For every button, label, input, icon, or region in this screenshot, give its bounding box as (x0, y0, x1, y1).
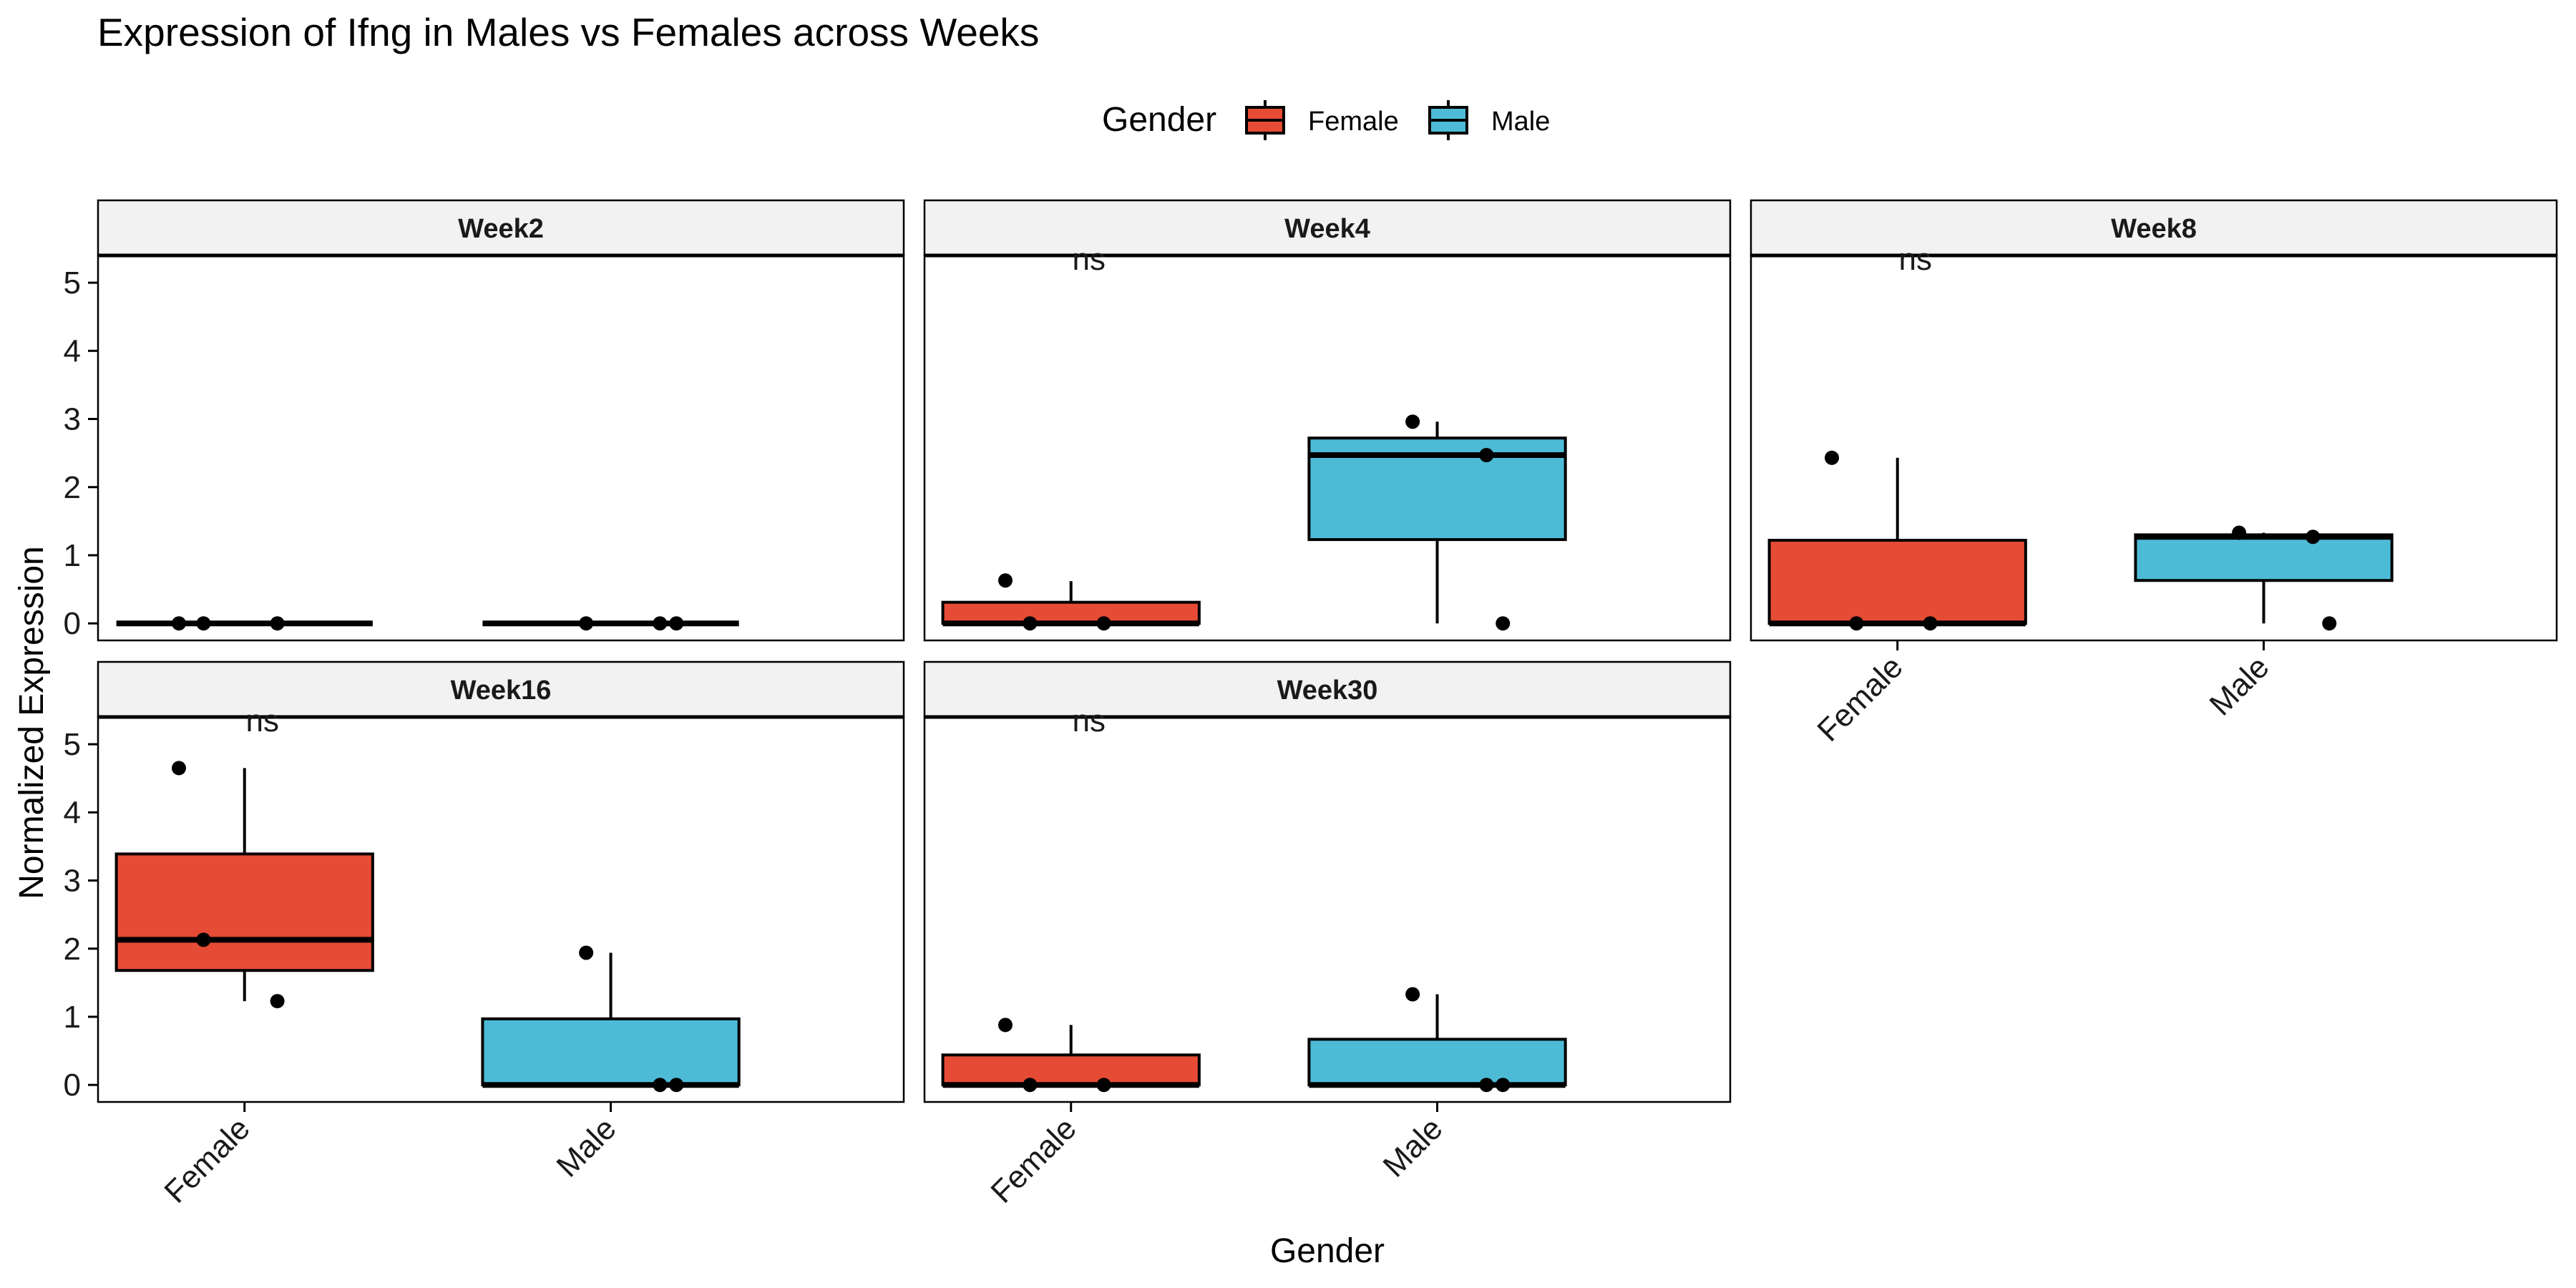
y-tick-label: 1 (64, 1000, 81, 1035)
data-point (1825, 450, 1840, 465)
facet-strip-label: Week4 (1284, 214, 1370, 244)
data-point (1496, 616, 1511, 631)
data-point (172, 761, 187, 776)
box-male (2134, 525, 2394, 631)
box-female (941, 1018, 1201, 1093)
box-iqr (941, 600, 1201, 625)
y-tick-label: 2 (64, 932, 81, 967)
box-male (481, 945, 741, 1093)
legend-label: Female (1308, 107, 1399, 137)
legend-item-female: Female (1245, 100, 1399, 140)
data-point (172, 616, 187, 631)
data-point (2322, 616, 2337, 631)
data-point (669, 1078, 684, 1093)
significance-label: ns (1072, 703, 1105, 738)
box-male (482, 616, 739, 631)
box-iqr (481, 1017, 741, 1087)
facet-panel-week8: Week8 ns Female Male (1750, 199, 2558, 748)
data-point (1923, 616, 1938, 631)
x-tick-label: Male (2203, 649, 2276, 722)
x-axis-title: Gender (1270, 1232, 1385, 1270)
facet-strip-label: Week8 (2111, 214, 2197, 244)
x-tick-label: Male (1377, 1111, 1450, 1184)
y-axis-title: Normalized Expression (13, 546, 51, 899)
box-female (116, 616, 373, 631)
significance-label: ns (1898, 242, 1931, 277)
x-tick-label: Female (157, 1111, 256, 1209)
y-tick-label: 5 (64, 265, 81, 301)
y-tick-label: 3 (64, 864, 81, 899)
data-point (1096, 1078, 1111, 1093)
significance-label: ns (1072, 242, 1105, 277)
y-tick-label: 4 (64, 795, 81, 830)
box-male (1307, 414, 1567, 631)
data-point (1849, 616, 1864, 631)
y-tick-label: 1 (64, 538, 81, 573)
data-point (653, 616, 668, 631)
box-female (114, 761, 374, 1009)
facet-panel-week2: Week2 0 1 2 3 4 5 (64, 199, 905, 642)
data-point (669, 616, 684, 631)
facet-panel-week4: Week4 ns (923, 199, 1732, 642)
box-iqr (1767, 539, 2027, 625)
chart-title: Expression of Ifng in Males vs Females a… (97, 10, 1039, 54)
data-point (998, 573, 1013, 588)
legend-label: Male (1491, 107, 1550, 137)
data-point (196, 616, 211, 631)
y-tick-label: 0 (64, 606, 81, 641)
legend-item-male: Male (1428, 100, 1550, 140)
data-point (1479, 1078, 1494, 1093)
data-point (1496, 1078, 1511, 1093)
data-point (196, 932, 211, 947)
data-point (1405, 414, 1420, 429)
legend: Gender Female Male (1102, 100, 1550, 140)
y-tick-label: 2 (64, 470, 81, 505)
legend-title: Gender (1102, 101, 1216, 139)
data-point (270, 994, 285, 1009)
data-point (1023, 1078, 1038, 1093)
x-tick-label: Female (1810, 649, 1909, 748)
box-iqr (1307, 1038, 1567, 1087)
box-male (1307, 987, 1567, 1093)
box-female (1767, 450, 2027, 631)
data-point (579, 945, 594, 960)
x-tick-label: Female (984, 1111, 1083, 1209)
data-point (270, 616, 285, 631)
data-point (998, 1018, 1013, 1033)
y-tick-label: 3 (64, 402, 81, 437)
data-point (579, 616, 594, 631)
facet-strip-label: Week30 (1277, 675, 1378, 706)
y-tick-label: 0 (64, 1068, 81, 1103)
facet-panel-week16: Week16 ns 0 1 2 3 4 5 Female Male (64, 660, 905, 1210)
y-tick-label: 5 (64, 727, 81, 762)
y-tick-label: 4 (64, 333, 81, 369)
data-point (2232, 525, 2247, 540)
facet-strip (97, 660, 905, 718)
data-point (2306, 530, 2321, 545)
facet-strip (1750, 199, 2558, 257)
data-point (1405, 987, 1420, 1002)
data-point (1096, 616, 1111, 631)
facet-strip-label: Week16 (451, 675, 552, 706)
box-iqr (114, 852, 374, 972)
facet-strip (923, 660, 1732, 718)
facet-panel-week30: Week30 ns Female Male (923, 660, 1732, 1210)
significance-label: ns (245, 703, 278, 738)
box-iqr (2134, 533, 2394, 582)
facet-strip (97, 199, 905, 257)
x-tick-label: Male (550, 1111, 623, 1184)
data-point (1023, 616, 1038, 631)
facet-strip-label: Week2 (458, 214, 544, 244)
box-iqr (941, 1053, 1201, 1087)
box-female (941, 573, 1201, 631)
data-point (653, 1078, 668, 1093)
data-point (1479, 447, 1494, 462)
panel-frame (97, 254, 905, 642)
